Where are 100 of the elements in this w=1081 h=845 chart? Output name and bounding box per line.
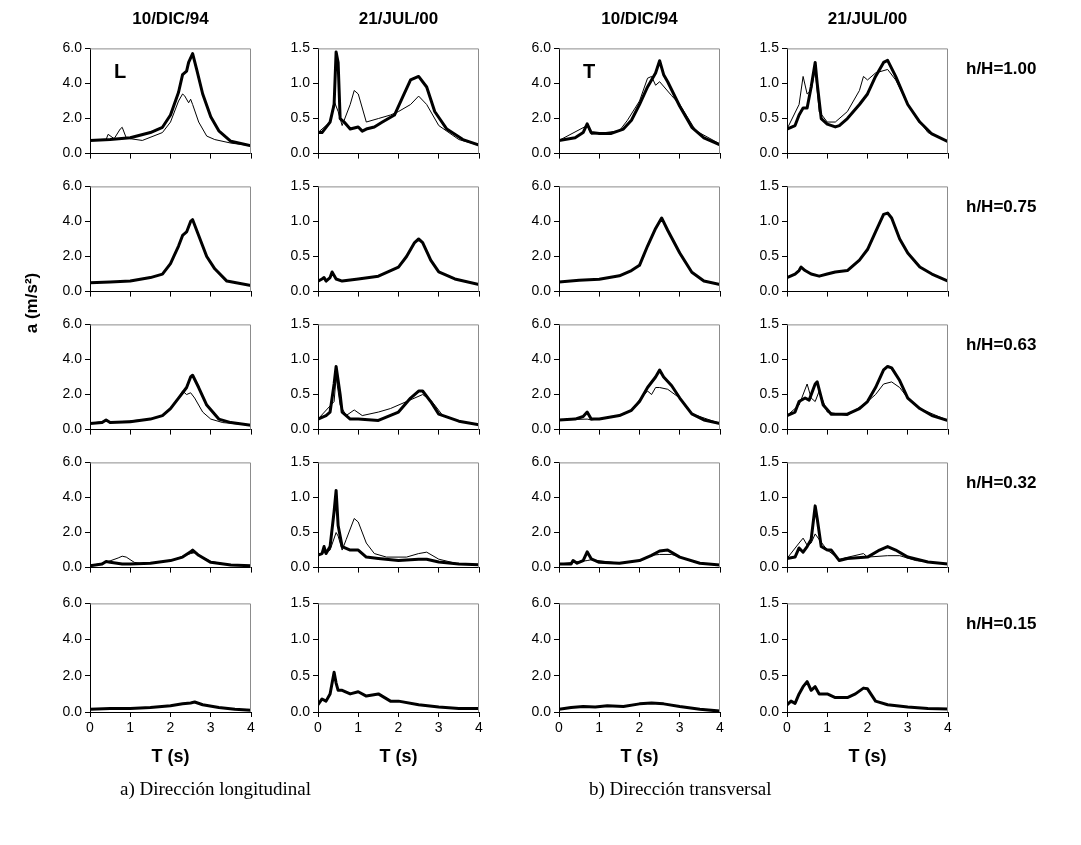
y-tick-label: 0.0	[759, 282, 780, 299]
y-tick-label: 0.5	[290, 109, 311, 126]
x-tick-label: 4	[247, 719, 256, 736]
y-tick-label: 0.5	[290, 523, 311, 540]
x-axis-title: T (s)	[150, 746, 191, 767]
y-tick-label: 1.5	[759, 315, 780, 332]
y-tick-label: 6.0	[531, 453, 552, 470]
x-axis-title: T (s)	[378, 746, 419, 767]
y-tick-label: 4.0	[62, 488, 83, 505]
y-tick-label: 0.0	[290, 282, 311, 299]
x-tick-label: 2	[635, 719, 644, 736]
x-tick-label: 1	[823, 719, 832, 736]
y-tick-label: 0.0	[290, 558, 311, 575]
y-tick-label: 6.0	[62, 315, 83, 332]
y-tick-label: 2.0	[531, 666, 552, 683]
y-tick-label: 1.0	[759, 630, 780, 647]
y-tick-label: 1.0	[759, 74, 780, 91]
y-tick-label: 0.5	[759, 247, 780, 264]
y-tick-label: 2.0	[531, 385, 552, 402]
y-tick-label: 1.5	[290, 594, 311, 611]
x-tick-label: 2	[166, 719, 175, 736]
annotation: T	[583, 60, 596, 83]
y-tick-label: 0.5	[290, 666, 311, 683]
y-tick-label: 6.0	[62, 39, 83, 56]
x-tick-label: 0	[555, 719, 564, 736]
y-tick-label: 1.5	[759, 39, 780, 56]
y-tick-label: 2.0	[62, 109, 83, 126]
x-axis-title: T (s)	[619, 746, 660, 767]
y-tick-label: 0.0	[531, 558, 552, 575]
y-tick-label: 0.0	[62, 702, 83, 719]
y-tick-label: 1.5	[759, 177, 780, 194]
y-tick-label: 6.0	[62, 453, 83, 470]
y-tick-label: 1.5	[759, 594, 780, 611]
y-tick-label: 1.5	[290, 453, 311, 470]
y-tick-label: 0.5	[759, 523, 780, 540]
text: h/H=0.75	[966, 197, 1037, 217]
x-tick-label: 4	[944, 719, 953, 736]
y-tick-label: 0.0	[531, 144, 552, 161]
text: a) Dirección longitudinal	[120, 778, 311, 800]
x-tick-label: 0	[86, 719, 95, 736]
y-tick-label: 0.0	[290, 420, 311, 437]
y-tick-label: 0.0	[290, 144, 311, 161]
y-tick-label: 6.0	[62, 594, 83, 611]
y-tick-label: 4.0	[62, 74, 83, 91]
y-tick-label: 2.0	[62, 666, 83, 683]
y-tick-label: 1.5	[290, 39, 311, 56]
y-tick-label: 4.0	[531, 350, 552, 367]
y-tick-label: 1.0	[290, 350, 311, 367]
y-tick-label: 4.0	[531, 488, 552, 505]
y-tick-label: 2.0	[531, 247, 552, 264]
y-axis-title: a (m/s²)	[22, 271, 42, 336]
y-tick-label: 4.0	[531, 74, 552, 91]
y-tick-label: 1.0	[290, 74, 311, 91]
x-tick-label: 1	[354, 719, 363, 736]
y-tick-label: 6.0	[531, 315, 552, 332]
y-tick-label: 4.0	[62, 212, 83, 229]
x-tick-label: 0	[314, 719, 323, 736]
y-tick-label: 0.0	[62, 558, 83, 575]
x-tick-label: 1	[126, 719, 135, 736]
text: h/H=0.63	[966, 335, 1037, 355]
chart-title: 10/DIC/94	[600, 9, 679, 29]
chart-title: 10/DIC/94	[131, 9, 210, 29]
y-tick-label: 0.0	[290, 702, 311, 719]
y-tick-label: 1.0	[759, 488, 780, 505]
x-tick-label: 2	[863, 719, 872, 736]
y-tick-label: 2.0	[531, 523, 552, 540]
text: h/H=1.00	[966, 59, 1037, 79]
y-tick-label: 0.0	[62, 144, 83, 161]
y-tick-label: 0.0	[531, 282, 552, 299]
y-tick-label: 4.0	[62, 630, 83, 647]
y-tick-label: 2.0	[62, 385, 83, 402]
y-tick-label: 1.0	[759, 350, 780, 367]
x-tick-label: 3	[434, 719, 443, 736]
y-tick-label: 1.0	[290, 630, 311, 647]
text: h/H=0.15	[966, 614, 1037, 634]
annotation: L	[114, 60, 127, 83]
chart-title: 21/JUL/00	[357, 9, 440, 29]
text: h/H=0.32	[966, 473, 1037, 493]
y-tick-label: 0.0	[531, 420, 552, 437]
y-tick-label: 2.0	[62, 247, 83, 264]
y-tick-label: 4.0	[62, 350, 83, 367]
x-tick-label: 4	[475, 719, 484, 736]
x-tick-label: 2	[394, 719, 403, 736]
x-tick-label: 1	[595, 719, 604, 736]
y-tick-label: 0.0	[62, 282, 83, 299]
y-tick-label: 0.0	[759, 558, 780, 575]
y-tick-label: 2.0	[62, 523, 83, 540]
y-tick-label: 6.0	[531, 39, 552, 56]
y-tick-label: 0.0	[759, 702, 780, 719]
y-tick-label: 0.5	[290, 385, 311, 402]
y-tick-label: 1.0	[290, 212, 311, 229]
y-tick-label: 1.0	[759, 212, 780, 229]
y-tick-label: 0.0	[62, 420, 83, 437]
x-tick-label: 3	[675, 719, 684, 736]
x-tick-label: 4	[716, 719, 725, 736]
y-tick-label: 0.0	[759, 420, 780, 437]
y-tick-label: 0.5	[759, 385, 780, 402]
y-tick-label: 1.5	[290, 315, 311, 332]
x-tick-label: 3	[903, 719, 912, 736]
y-tick-label: 1.5	[290, 177, 311, 194]
